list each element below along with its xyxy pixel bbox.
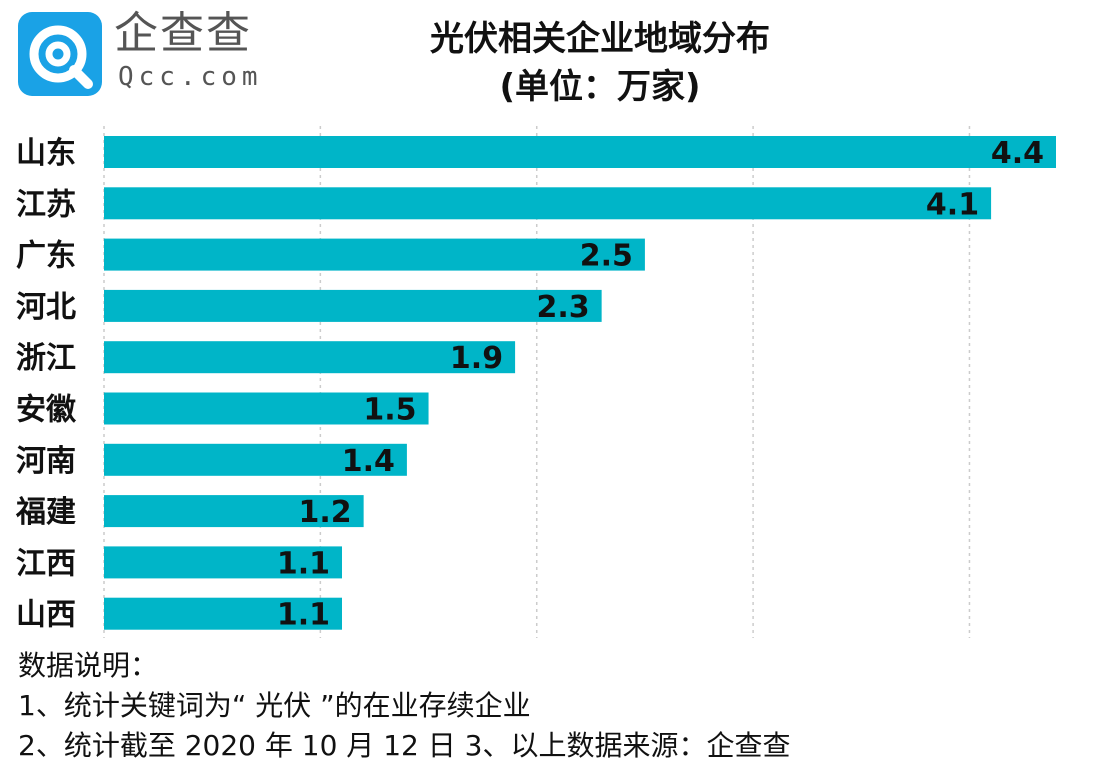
chart-title: 光伏相关企业地域分布	[430, 19, 770, 59]
data-label: 1.9	[450, 341, 503, 376]
data-label: 1.1	[277, 546, 330, 581]
category-label: 广东	[16, 239, 76, 274]
data-notes: 数据说明： 1、统计关键词为“ 光伏 ”的在业存续企业 2、统计截至 2020 …	[18, 646, 1088, 766]
category-label: 山西	[16, 598, 76, 633]
category-label: 安徽	[16, 393, 77, 428]
note-line-2: 2、统计截至 2020 年 10 月 12 日 3、以上数据来源：企查查	[18, 729, 791, 762]
brand-name-cn: 企查查	[114, 8, 252, 59]
bar	[104, 392, 429, 425]
data-label: 1.2	[298, 495, 351, 530]
bar	[104, 495, 364, 528]
chart-subtitle: (单位：万家)	[499, 67, 701, 107]
category-label: 浙江	[16, 341, 76, 376]
bar	[104, 238, 645, 271]
note-line-1: 1、统计关键词为“ 光伏 ”的在业存续企业	[18, 689, 531, 722]
bar	[104, 546, 342, 579]
data-label: 2.5	[580, 239, 633, 274]
bar-chart: 山东 4.4 江苏 4.1 广东 2.5 河北 2.3 浙江 1.9 安徽 1.5 河南 1.4 福建 1.2…	[15, 126, 1056, 638]
bar	[104, 597, 342, 630]
bar	[104, 136, 1056, 168]
brand-name-en: Qcc.com	[118, 62, 263, 92]
category-label: 河南	[16, 444, 76, 479]
data-label: 1.4	[342, 444, 395, 479]
category-label: 江西	[16, 546, 76, 581]
category-label: 河北	[16, 290, 76, 325]
bar	[104, 341, 516, 374]
data-label: 2.3	[536, 290, 589, 325]
bar	[104, 289, 602, 322]
qcc-logo-icon	[18, 12, 102, 96]
notes-heading: 数据说明：	[18, 649, 159, 682]
data-label: 4.4	[991, 136, 1044, 171]
data-label: 1.1	[277, 598, 330, 633]
bar	[104, 187, 992, 220]
data-label: 4.1	[926, 187, 979, 222]
category-label: 福建	[15, 495, 76, 530]
data-label: 1.5	[363, 393, 416, 428]
category-label: 江苏	[16, 187, 76, 222]
category-label: 山东	[16, 136, 76, 171]
qcc-logo	[18, 12, 102, 96]
bar	[104, 443, 407, 476]
